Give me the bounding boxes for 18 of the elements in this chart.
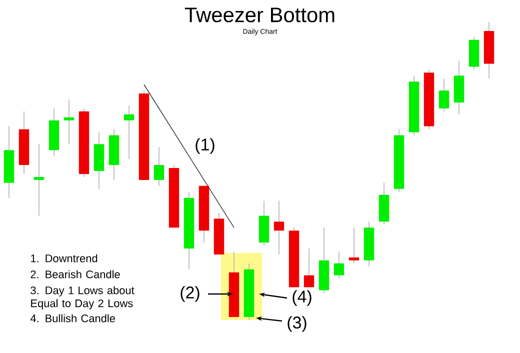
candlestick [154,146,164,186]
candlestick [274,200,284,255]
annotation: (4) [292,290,312,306]
annotation: (1) [196,138,214,154]
candlestick [438,78,450,112]
annotation: 3. Day 1 Lows about Equal to Day 2 Lows [30,286,134,310]
annotation: (3) [288,316,306,332]
candlestick [348,227,360,264]
candlestick [34,144,44,216]
candlestick [304,248,314,288]
annotation: 2. Bearish Candle [30,270,120,278]
candlestick [334,251,344,279]
annotation: 1. Downtrend [31,254,98,262]
annotation: 4. Bullish Candle [30,314,115,322]
chart-title: Tweezer Bottom [184,8,334,22]
candlestick [124,105,134,160]
candlestick [64,99,74,145]
annotation: (2) [180,286,200,302]
